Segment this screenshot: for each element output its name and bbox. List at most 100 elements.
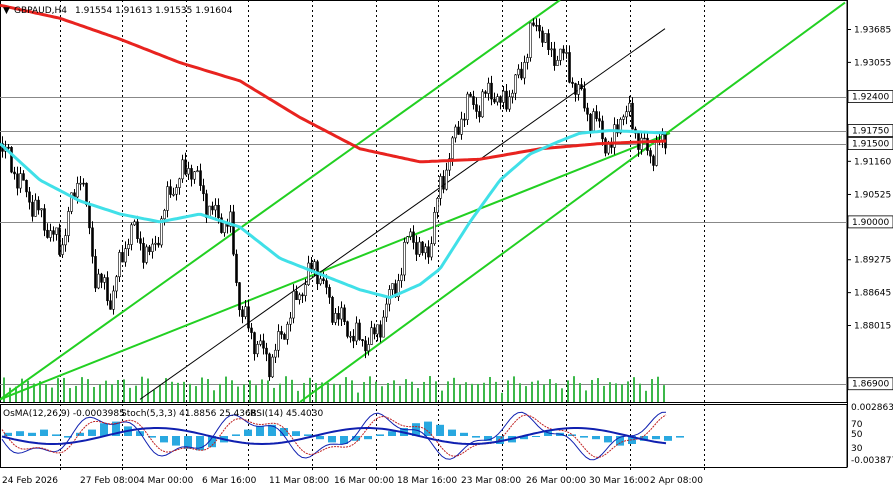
candle-body	[493, 98, 496, 103]
candle-body	[517, 68, 520, 76]
volume-bar	[63, 377, 65, 402]
osma-bar	[88, 429, 96, 436]
candle-body	[202, 185, 205, 195]
volume-bar	[483, 382, 485, 402]
volume-bar	[51, 387, 53, 402]
osma-bar	[484, 436, 492, 441]
candle-body	[22, 173, 25, 181]
volume-bar	[135, 385, 137, 402]
volume-bar	[159, 384, 161, 402]
candle-body	[232, 211, 235, 255]
candle-body	[205, 193, 208, 218]
volume-bar	[477, 383, 479, 402]
candle-body	[640, 137, 643, 150]
candle-body	[646, 137, 649, 151]
channel-upper	[0, 0, 561, 401]
volume-bar	[609, 382, 611, 402]
candle-body	[571, 81, 574, 84]
volume-bar	[189, 383, 191, 402]
channel-parallel	[299, 1, 846, 403]
candle-body	[631, 102, 634, 130]
candle-body	[433, 212, 436, 244]
volume-bar	[567, 380, 569, 402]
price-tag-label: 1.90000	[852, 218, 889, 228]
candle-body	[307, 262, 310, 286]
candle-body	[400, 274, 403, 281]
volume-bar	[105, 380, 107, 402]
volume-bar	[285, 376, 287, 402]
volume-bar	[273, 387, 275, 402]
volume-bar	[663, 385, 665, 402]
candle-body	[121, 252, 124, 263]
price-axis: 1.93685 1.93055 1.91160 1.90525 1.89275 1.886…	[847, 0, 893, 467]
volume-bar	[465, 382, 467, 402]
volume-bar	[651, 379, 653, 402]
osma-bar	[64, 436, 72, 438]
price-tick-label: 1.88645	[854, 289, 891, 299]
candle-body	[82, 182, 85, 185]
candle-body	[16, 173, 19, 189]
volume-bar	[591, 379, 593, 402]
candle-body	[91, 227, 94, 257]
candle-body	[562, 48, 565, 54]
volume-bar	[117, 379, 119, 402]
volume-bar	[255, 385, 257, 402]
candle-body	[355, 322, 358, 342]
volume-bar	[261, 379, 263, 402]
osma-bar	[196, 436, 204, 451]
osma-bar	[436, 424, 444, 436]
candle-body	[58, 227, 61, 255]
time-tick-label: 23 Mar 08:00	[461, 476, 521, 486]
candle-body	[484, 91, 487, 94]
volume-bar	[495, 381, 497, 402]
candle-body	[238, 282, 241, 311]
candle-body	[127, 244, 130, 249]
volume-bar	[201, 377, 203, 402]
candle-body	[556, 60, 559, 66]
collapse-arrow-icon[interactable]: ▼	[3, 6, 10, 16]
candle-body	[649, 150, 652, 157]
candle-body	[187, 168, 190, 175]
candle-body	[529, 22, 532, 58]
candle-body	[130, 224, 133, 245]
candle-body	[463, 118, 466, 121]
candle-body	[616, 124, 619, 134]
candle-body	[265, 347, 268, 355]
candle-body	[622, 116, 625, 120]
candle-body	[7, 146, 10, 149]
candle-body	[79, 182, 82, 185]
trend-channel	[0, 0, 846, 403]
candle-body	[370, 327, 373, 345]
volume-bar	[579, 383, 581, 402]
candle-body	[103, 277, 106, 283]
candle-body	[583, 88, 586, 109]
volume-bar	[525, 386, 527, 402]
candle-body	[154, 242, 157, 245]
candle-body	[166, 186, 169, 211]
volume-bar	[225, 376, 227, 402]
candle-body	[319, 278, 322, 285]
candle-body	[67, 211, 70, 236]
candle-body	[643, 137, 646, 140]
candle-body	[406, 236, 409, 243]
volume-bar	[519, 383, 521, 402]
osma-bar	[676, 436, 684, 438]
price-tag-box	[847, 215, 893, 229]
candle-body	[223, 222, 226, 233]
candle-body	[469, 93, 472, 97]
volume-bar	[369, 376, 371, 402]
volume-bar	[321, 382, 323, 402]
osma-bar	[52, 434, 60, 436]
candle-body	[364, 340, 367, 352]
candle-body	[409, 231, 412, 237]
candle-body	[298, 294, 301, 300]
candle-body	[283, 334, 286, 340]
ohlc-values: 1.91554 1.91613 1.91535 1.91604	[75, 6, 233, 16]
candle-body	[577, 84, 580, 95]
volume-bar	[549, 379, 551, 402]
osma-bar	[268, 424, 276, 436]
candle-body	[472, 96, 475, 105]
candle-body	[328, 287, 331, 298]
candle-body	[547, 33, 550, 50]
